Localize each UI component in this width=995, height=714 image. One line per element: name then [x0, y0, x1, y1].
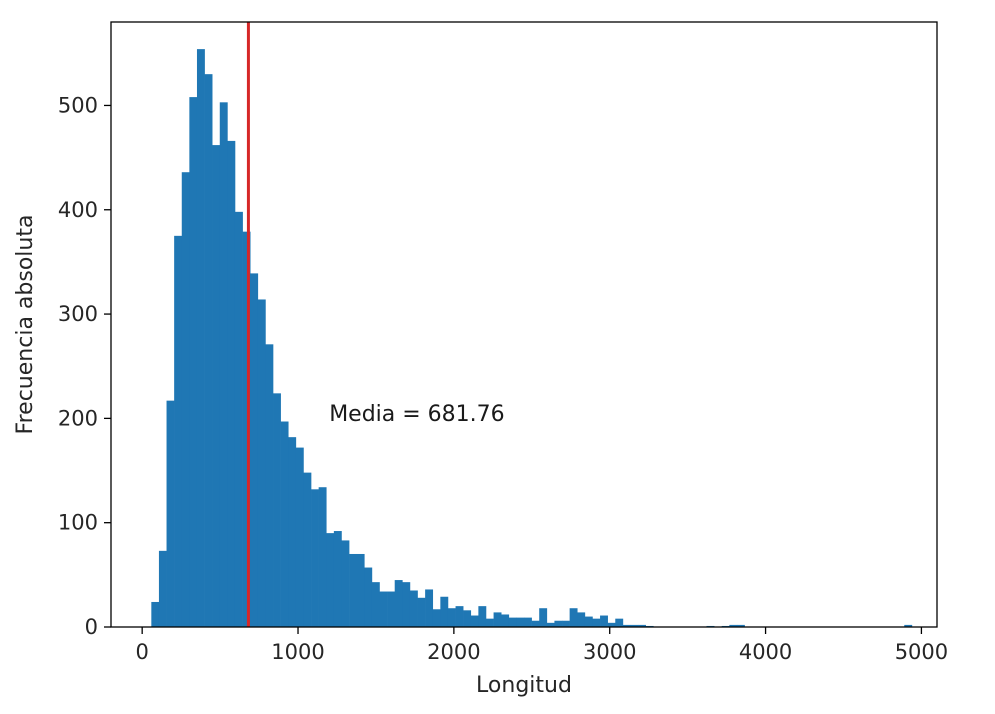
histogram-bar [174, 235, 183, 627]
x-tick-label: 4000 [739, 640, 792, 664]
histogram-bar [394, 580, 403, 627]
histogram-bar [181, 172, 190, 627]
histogram-bar [463, 610, 472, 627]
histogram-bar [387, 591, 396, 627]
histogram-bar [600, 615, 608, 627]
histogram-bar [478, 606, 487, 627]
histogram-bar [151, 601, 160, 627]
histogram-bar [273, 393, 281, 627]
histogram-bar [288, 437, 297, 627]
histogram-bar [577, 612, 586, 627]
x-axis-label: Longitud [476, 673, 572, 698]
histogram-bar [470, 615, 479, 627]
histogram-bar [280, 421, 289, 627]
histogram-bar [546, 622, 555, 627]
y-tick-label: 400 [58, 198, 98, 222]
histogram-bar [607, 622, 616, 627]
histogram-bar [250, 273, 259, 627]
histogram-bar [212, 145, 221, 627]
x-tick-label: 0 [135, 640, 148, 664]
histogram-bar [562, 620, 570, 627]
histogram-bar [417, 597, 426, 627]
plot-frame [110, 21, 938, 628]
histogram-bar [447, 608, 456, 627]
histogram-bar [539, 608, 548, 627]
y-tick-label: 200 [58, 406, 98, 430]
histogram-bar [432, 609, 441, 627]
histogram-bar [569, 608, 578, 627]
histogram-bar [371, 582, 380, 627]
histogram-bar [303, 472, 312, 627]
histogram-bar [295, 447, 304, 627]
histogram-bar [364, 567, 373, 627]
histogram-bar [204, 74, 213, 627]
histogram-bar [379, 591, 388, 627]
histogram-bar [425, 589, 434, 627]
histogram-bars [151, 49, 913, 628]
histogram-bar [554, 620, 563, 627]
x-tick-label: 1000 [271, 640, 324, 664]
x-axis-ticks: 0 1000 2000 3000 4000 5000 [135, 627, 948, 664]
histogram-bar [531, 620, 540, 627]
histogram-bar [349, 553, 357, 627]
histogram-bar [493, 612, 502, 627]
x-tick-label: 5000 [895, 640, 948, 664]
histogram-bar [904, 624, 913, 627]
histogram-bar [189, 97, 198, 628]
histogram-bar [219, 102, 228, 627]
histogram-bar [409, 590, 418, 627]
histogram-bar [508, 617, 517, 627]
histogram-bar [630, 624, 639, 627]
histogram-bar [158, 550, 167, 627]
histogram-bar [402, 582, 411, 627]
histogram-bar [333, 531, 342, 627]
histogram-bar [524, 617, 532, 627]
histogram-bar [584, 616, 593, 627]
histogram-bar [242, 231, 251, 627]
histogram-bar [615, 618, 624, 627]
histogram-bar [622, 624, 631, 627]
y-tick-label: 500 [58, 93, 98, 117]
histogram-bar [166, 400, 175, 627]
histogram-bar [729, 624, 738, 627]
y-axis-label: Frecuencia absoluta [13, 215, 38, 435]
histogram-bar [736, 624, 745, 627]
histogram-bar [638, 624, 646, 627]
histogram-bar [227, 140, 236, 627]
histogram-bar [265, 344, 274, 627]
histogram-bar [341, 540, 350, 627]
x-tick-label: 3000 [583, 640, 636, 664]
y-tick-label: 0 [85, 615, 98, 639]
histogram-bar [196, 49, 205, 628]
histogram-bar [455, 606, 464, 627]
histogram-bar [311, 489, 319, 627]
histogram-bar [257, 299, 266, 627]
histogram-bar [356, 553, 365, 627]
histogram-bar [318, 487, 327, 627]
histogram-bar [516, 617, 525, 627]
histogram-bar [501, 614, 510, 627]
mean-annotation: Media = 681.76 [329, 402, 504, 427]
histogram-bar [592, 618, 601, 627]
x-tick-label: 2000 [427, 640, 480, 664]
histogram-bar [234, 211, 243, 627]
histogram-bar [326, 533, 335, 627]
y-axis-ticks: 0 100 200 300 400 500 [58, 93, 111, 639]
y-tick-label: 300 [58, 302, 98, 326]
histogram-bar [440, 596, 449, 627]
histogram-bar [485, 618, 494, 627]
y-tick-label: 100 [58, 511, 98, 535]
